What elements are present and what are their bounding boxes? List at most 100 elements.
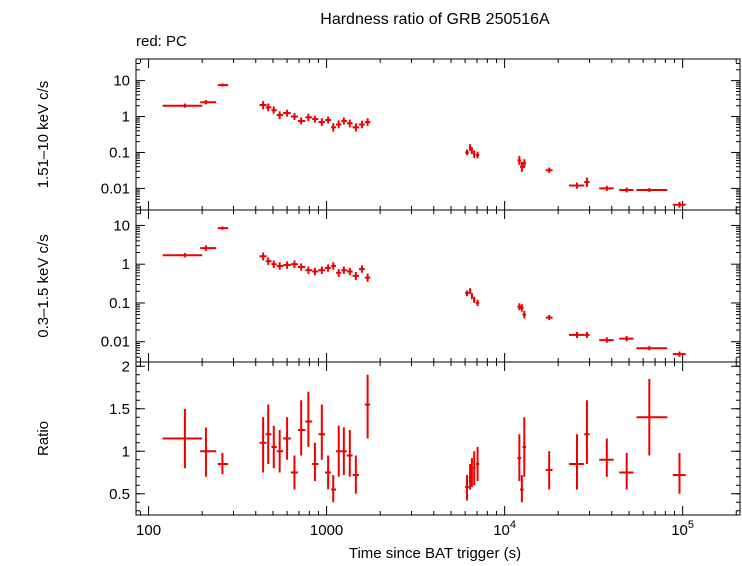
marks-layer	[162, 83, 686, 503]
data-point	[325, 455, 332, 490]
data-point	[522, 417, 527, 477]
data-point	[475, 151, 480, 159]
data-point	[364, 118, 371, 126]
data-point	[217, 452, 229, 475]
y-axis-label: 1.51–10 keV c/s	[35, 81, 52, 189]
data-point	[259, 417, 267, 473]
data-point	[619, 336, 634, 342]
data-point	[200, 99, 217, 105]
data-point	[341, 266, 347, 274]
data-point	[364, 374, 371, 439]
data-point	[599, 337, 614, 343]
data-point	[346, 267, 353, 276]
data-point	[545, 167, 553, 173]
y-tick-label: 1	[122, 443, 130, 460]
data-point	[470, 147, 473, 155]
data-point	[522, 310, 527, 319]
data-point	[305, 113, 313, 122]
data-point	[364, 273, 371, 282]
data-point	[276, 262, 284, 270]
panel-frame	[135, 361, 741, 516]
y-tick-label: 0.5	[109, 486, 130, 503]
data-point	[358, 265, 365, 273]
data-point	[271, 106, 277, 114]
chart-title: Hardness ratio of GRB 250516A	[320, 11, 550, 28]
data-point	[283, 417, 291, 460]
data-point	[517, 303, 522, 311]
data-point	[517, 434, 522, 481]
data-point	[312, 267, 319, 276]
axes-layer: 10 1 0.1 0.01 1.51–10 keV c/s 10 1 0.1 0.01 0.3–1…	[35, 58, 741, 539]
data-point	[522, 159, 527, 168]
data-point	[276, 111, 284, 120]
x-tick-exponent: 4	[510, 519, 516, 531]
data-point	[325, 116, 332, 124]
data-point	[465, 290, 469, 297]
data-point	[636, 188, 668, 192]
data-point	[619, 452, 634, 490]
data-point	[341, 427, 347, 476]
data-point	[305, 391, 313, 447]
data-point	[290, 455, 298, 490]
data-point	[619, 187, 634, 193]
data-point	[265, 103, 272, 112]
y-tick-label: 0.1	[109, 295, 130, 312]
data-point	[473, 296, 476, 303]
y-tick-label: 1.5	[109, 401, 130, 418]
data-point	[336, 425, 342, 477]
data-point	[473, 451, 476, 486]
data-point	[297, 117, 306, 125]
data-point	[312, 442, 319, 481]
data-point	[475, 447, 480, 481]
data-point	[162, 103, 203, 108]
data-point	[331, 262, 337, 270]
y-tick-label: 0.01	[101, 180, 130, 197]
data-point	[470, 293, 473, 300]
x-tick-base: 100	[136, 522, 161, 539]
data-point	[336, 120, 342, 129]
x-tick-label: 105	[671, 519, 694, 539]
panel-frame	[135, 58, 741, 211]
data-point	[283, 109, 291, 117]
data-point	[468, 288, 472, 295]
y-axis-label: 0.3–1.5 keV c/s	[35, 234, 52, 337]
data-point	[162, 408, 203, 469]
data-point	[336, 269, 342, 277]
data-point	[636, 379, 668, 456]
x-tick-base: 1000	[310, 522, 343, 539]
data-point	[519, 475, 524, 503]
data-point	[318, 404, 326, 460]
data-point	[352, 123, 359, 132]
data-point	[672, 351, 686, 357]
data-point	[519, 161, 524, 172]
x-tick-label: 1000	[310, 522, 343, 539]
data-point	[162, 252, 203, 258]
y-axis-label: Ratio	[35, 421, 52, 456]
data-point	[259, 252, 267, 261]
data-point	[584, 331, 590, 338]
data-point	[517, 155, 522, 165]
data-point	[200, 427, 217, 477]
data-point	[297, 400, 306, 456]
data-point	[290, 113, 298, 121]
data-point	[584, 177, 590, 187]
data-point	[352, 271, 359, 281]
data-point	[259, 101, 267, 110]
data-point	[569, 434, 585, 490]
x-tick-base: 10	[493, 522, 510, 539]
data-point	[265, 257, 272, 266]
data-point	[325, 264, 332, 272]
data-point	[545, 451, 553, 490]
data-point	[271, 425, 277, 469]
data-point	[473, 150, 476, 159]
data-point	[545, 314, 553, 321]
data-point	[584, 400, 590, 464]
data-point	[465, 475, 469, 501]
data-point	[569, 182, 585, 189]
data-point	[358, 120, 365, 129]
data-point	[352, 455, 359, 494]
data-point	[290, 260, 298, 268]
y-tick-label: 1	[122, 256, 130, 273]
data-point	[636, 346, 668, 351]
